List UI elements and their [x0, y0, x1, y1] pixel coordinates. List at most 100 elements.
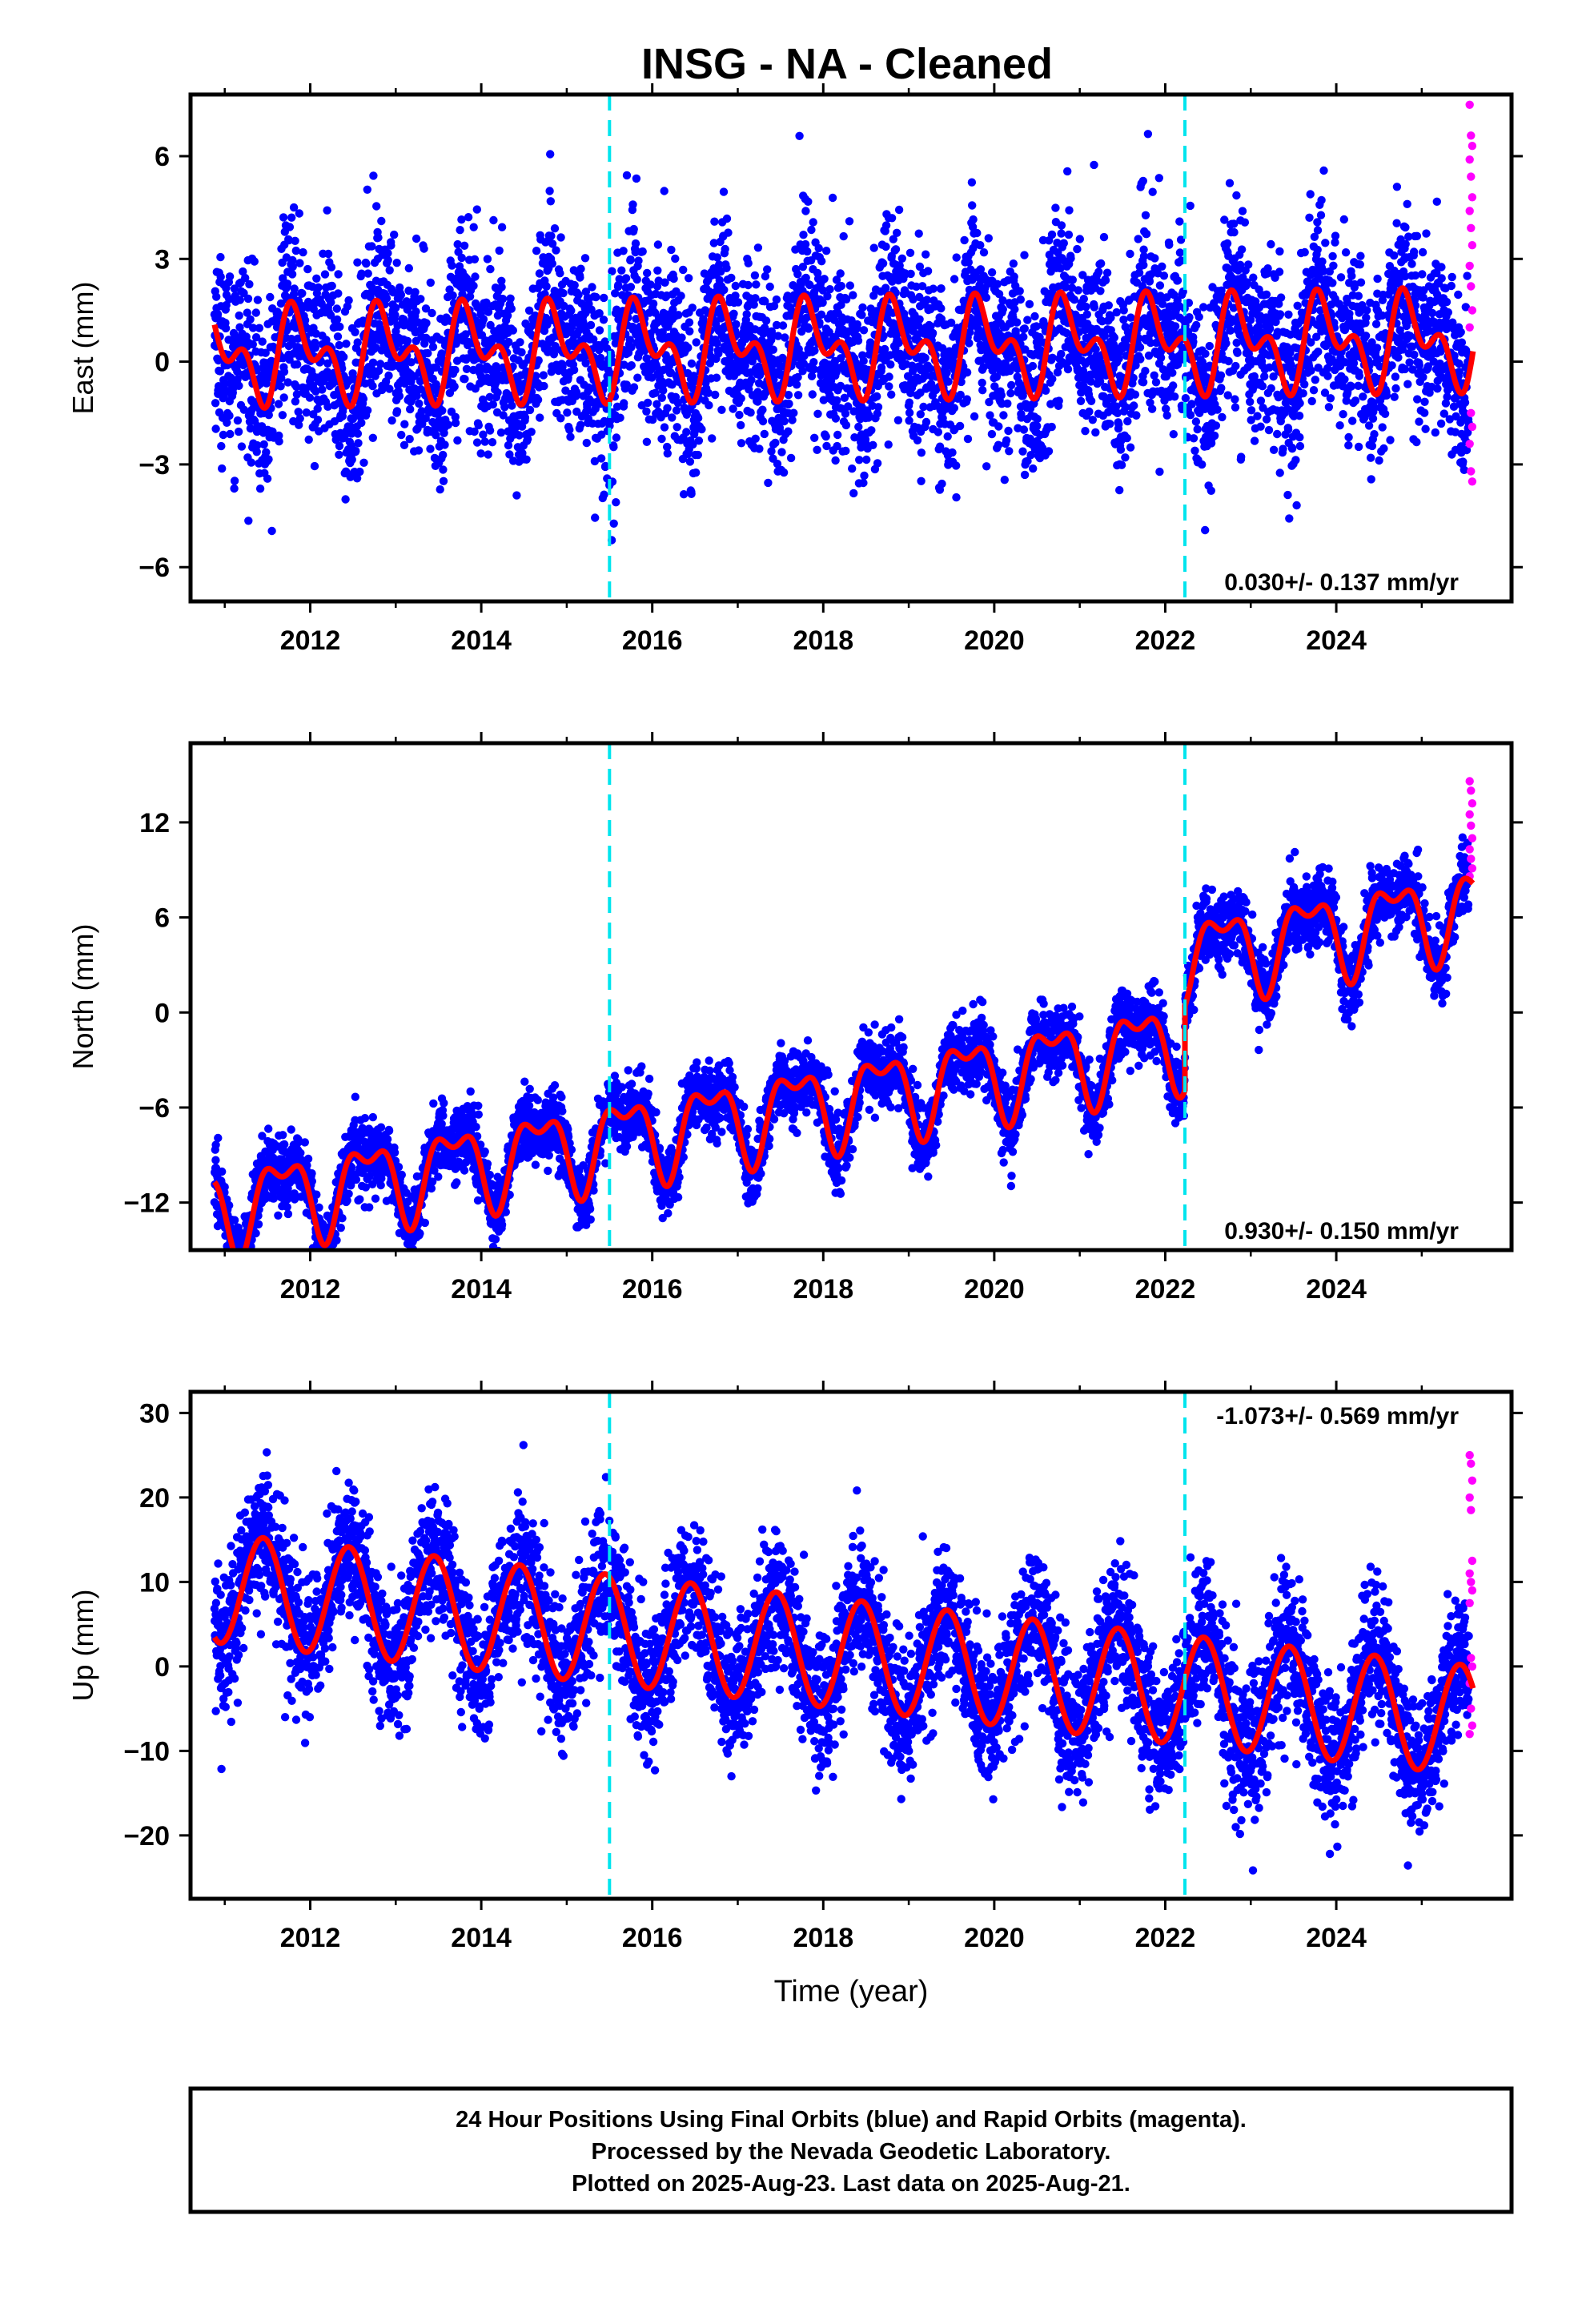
east-final-point — [648, 415, 657, 424]
east-final-point — [246, 424, 255, 433]
east-final-point — [444, 420, 452, 429]
east-final-point — [267, 526, 276, 536]
east-final-point — [631, 247, 640, 257]
east-final-point — [1139, 260, 1148, 270]
east-final-point — [1313, 226, 1323, 235]
east-final-point — [263, 474, 272, 483]
east-final-point — [632, 275, 641, 284]
east-final-point — [426, 444, 435, 453]
east-final-point — [279, 213, 288, 222]
east-final-point — [582, 438, 591, 448]
east-final-point — [818, 298, 827, 308]
east-final-point — [569, 365, 579, 375]
east-final-point — [239, 405, 248, 414]
east-final-point — [223, 418, 231, 427]
east-final-point — [1345, 309, 1354, 318]
east-final-point — [362, 259, 371, 268]
east-final-point — [474, 420, 483, 430]
east-final-point — [653, 266, 662, 275]
east-final-point — [1079, 295, 1089, 304]
east-final-point — [390, 230, 399, 239]
east-final-point — [1223, 391, 1232, 400]
east-final-point — [415, 399, 424, 408]
east-final-point — [586, 320, 596, 330]
east-final-point — [778, 353, 787, 363]
east-final-point — [671, 254, 680, 263]
east-final-point — [880, 344, 889, 354]
east-final-point — [291, 397, 300, 406]
east-final-point — [767, 447, 776, 456]
east-final-point — [1126, 443, 1135, 452]
east-final-point — [845, 217, 854, 226]
east-final-point — [755, 444, 764, 453]
east-final-point — [1057, 229, 1066, 238]
east-final-point — [1086, 396, 1096, 405]
east-final-point — [563, 408, 572, 417]
east-final-point — [737, 439, 746, 448]
east-final-point — [591, 513, 600, 522]
east-final-point — [264, 411, 273, 420]
east-final-point — [450, 382, 459, 391]
east-final-point — [693, 413, 703, 423]
east-final-point — [515, 431, 524, 440]
east-final-point — [341, 467, 351, 476]
east-final-point — [1231, 403, 1240, 412]
east-final-point — [969, 215, 978, 224]
east-final-point — [1361, 332, 1371, 340]
east-final-point — [638, 247, 647, 256]
east-final-point — [327, 281, 336, 291]
east-final-point — [773, 332, 783, 340]
east-final-point — [1356, 278, 1366, 287]
east-final-point — [994, 440, 1003, 449]
east-final-point — [255, 485, 265, 493]
east-final-point — [760, 429, 769, 439]
east-final-point — [804, 197, 813, 206]
east-final-point — [844, 402, 853, 411]
east-final-point — [1226, 326, 1235, 335]
east-final-point — [421, 304, 431, 313]
east-final-point — [1141, 367, 1150, 376]
east-final-point — [960, 235, 969, 245]
east-final-point — [493, 388, 502, 397]
east-final-point — [1010, 305, 1019, 314]
east-final-point — [928, 328, 938, 338]
east-final-point — [684, 344, 693, 352]
east-final-point — [1307, 396, 1316, 406]
east-final-point — [833, 441, 841, 451]
east-final-point — [1090, 160, 1098, 170]
east-final-point — [1016, 295, 1026, 304]
east-final-point — [749, 300, 758, 309]
east-final-point — [1262, 290, 1271, 299]
east-final-point — [255, 324, 264, 332]
east-final-point — [276, 299, 286, 308]
east-final-point — [460, 375, 469, 384]
east-final-point — [729, 309, 738, 318]
east-final-point — [472, 438, 482, 447]
east-final-point — [248, 324, 258, 332]
east-final-point — [391, 304, 400, 312]
east-final-point — [1096, 287, 1105, 296]
east-final-point — [837, 281, 846, 291]
east-final-point — [1076, 396, 1086, 405]
east-final-point — [962, 368, 972, 377]
east-final-point — [1237, 245, 1247, 254]
east-final-point — [820, 275, 829, 283]
east-final-point — [302, 384, 311, 392]
east-final-point — [642, 437, 652, 446]
east-final-point — [916, 410, 926, 419]
east-final-point — [653, 240, 663, 249]
east-final-point — [395, 392, 404, 400]
east-final-point — [873, 459, 882, 468]
east-final-point — [1355, 260, 1365, 269]
east-final-point — [1328, 251, 1337, 261]
east-final-point — [385, 384, 394, 393]
east-final-point — [661, 278, 669, 287]
east-final-point — [483, 255, 492, 263]
east-final-point — [724, 228, 733, 237]
east-final-point — [259, 440, 268, 449]
east-final-point — [963, 434, 973, 444]
east-final-point — [1121, 453, 1130, 462]
east-final-point — [1362, 313, 1371, 322]
east-final-point — [589, 335, 598, 344]
east-final-point — [609, 519, 618, 528]
